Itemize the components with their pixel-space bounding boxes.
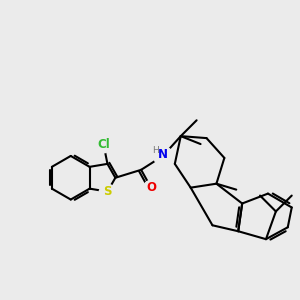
Text: Cl: Cl [97,138,110,151]
Text: N: N [158,148,168,161]
Text: O: O [146,181,156,194]
Text: S: S [103,185,112,198]
Text: H: H [153,146,159,154]
